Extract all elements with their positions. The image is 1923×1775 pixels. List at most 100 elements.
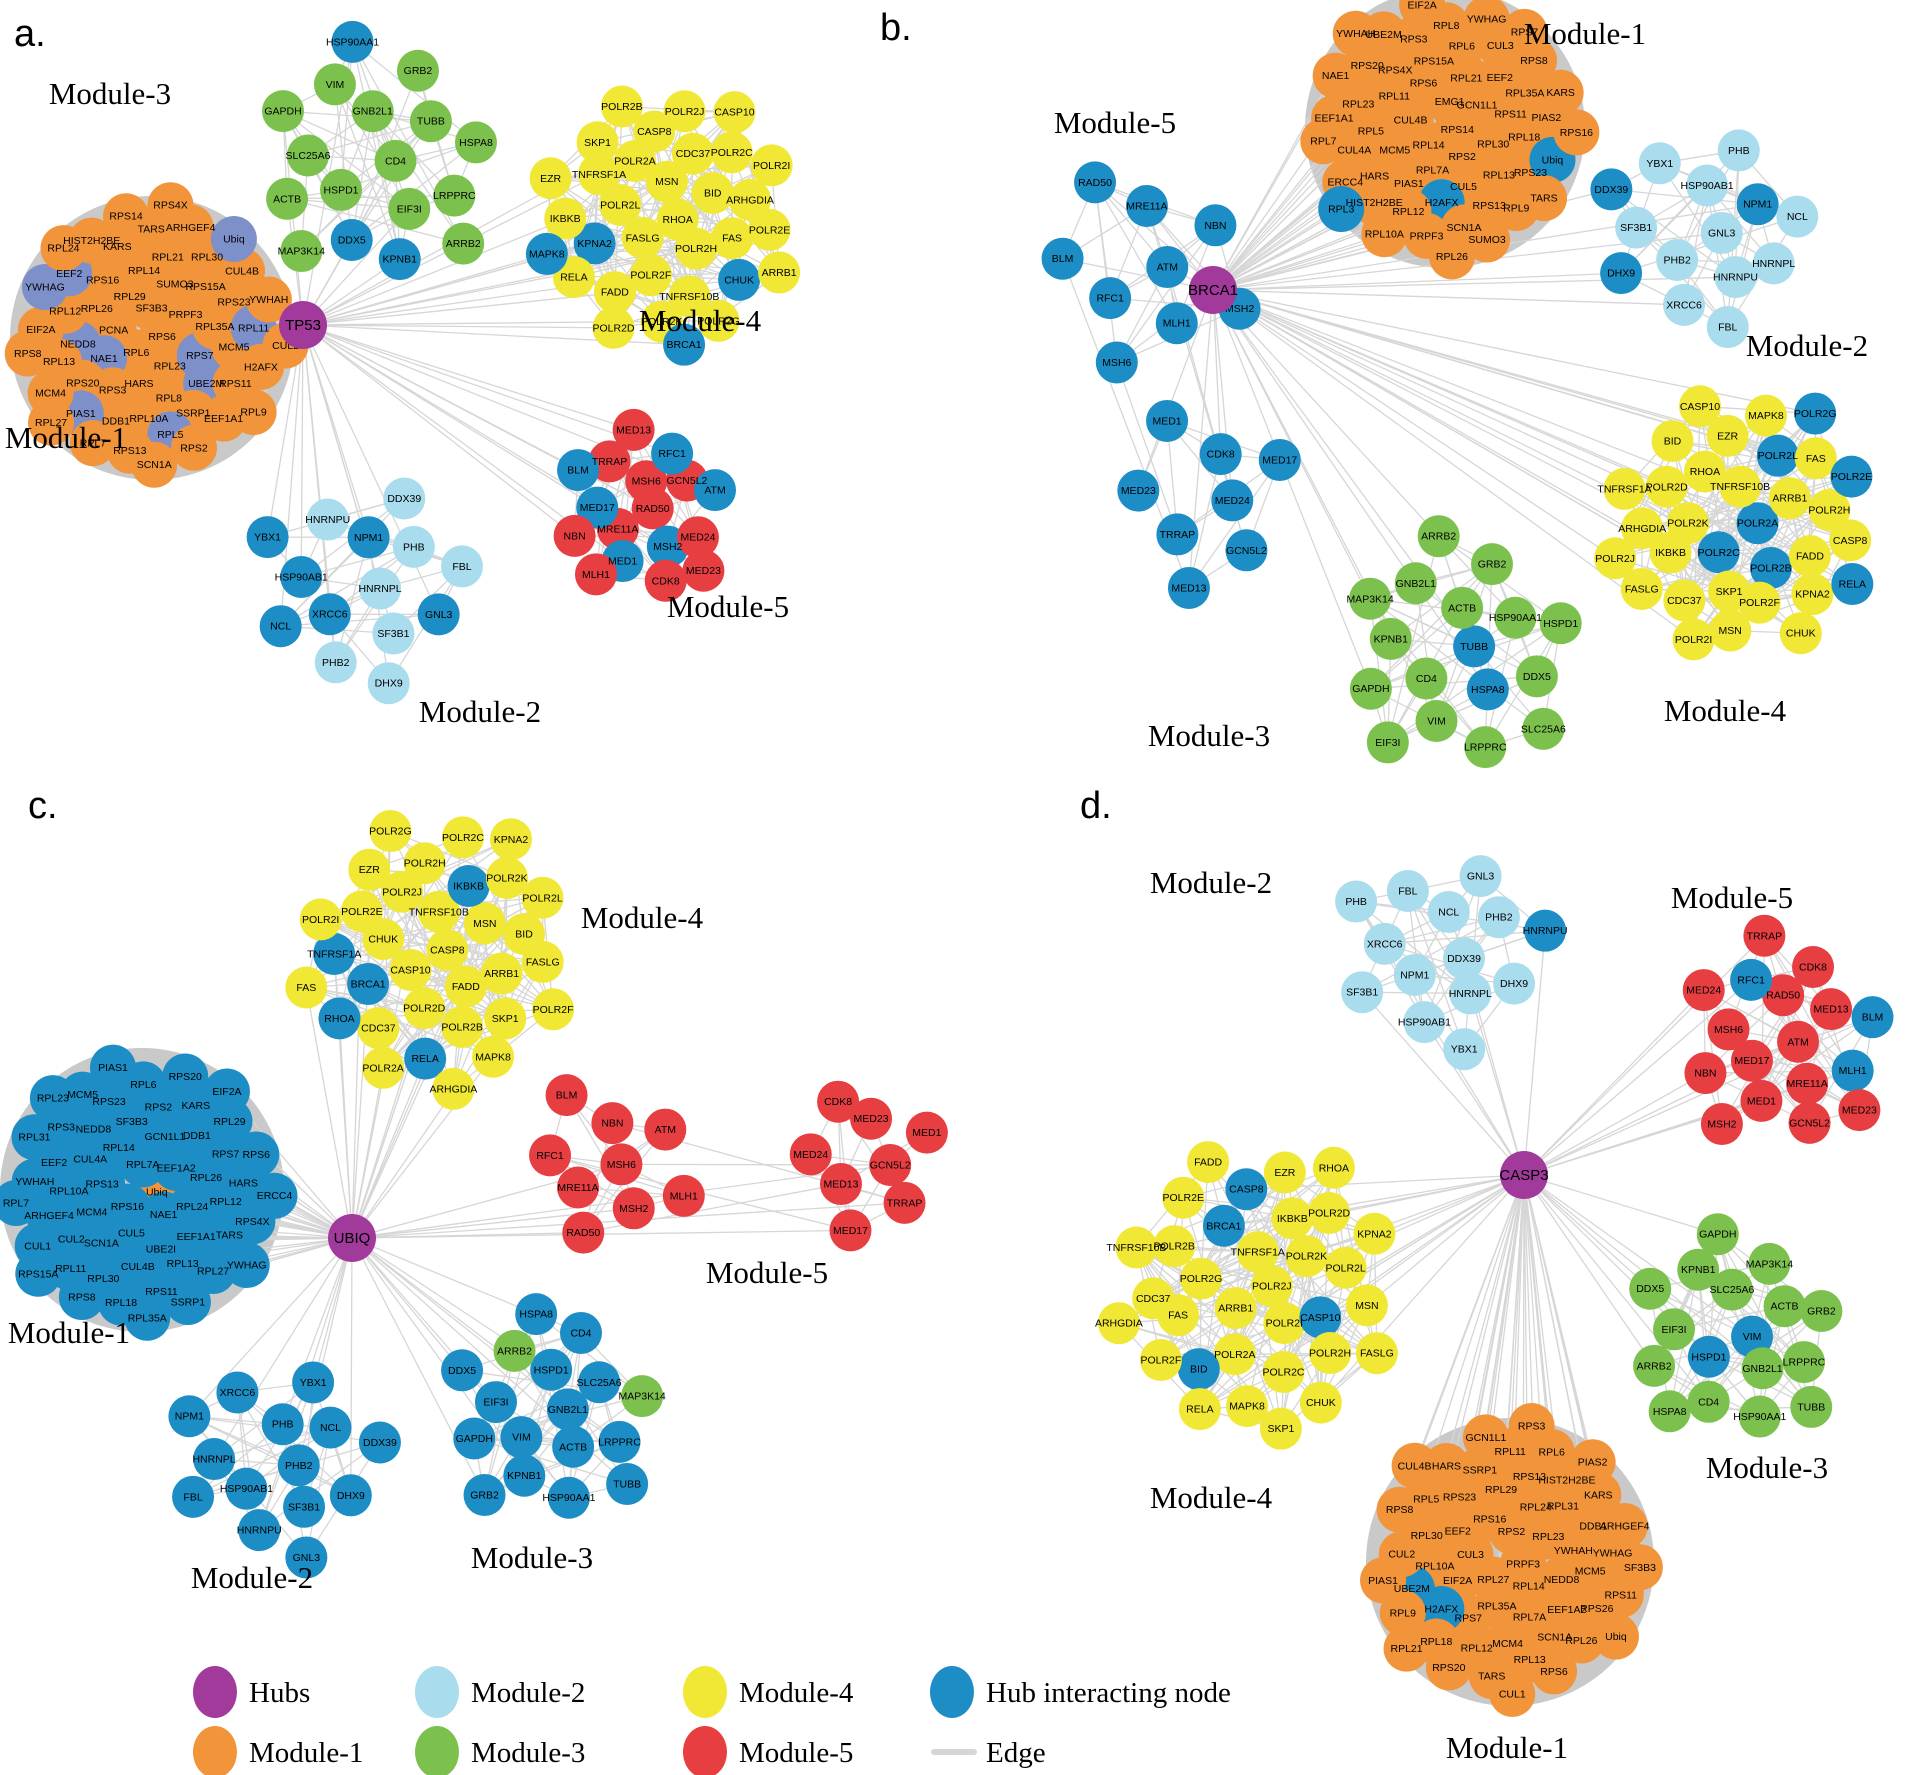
node-label-SSRP1: SSRP1 <box>176 407 211 419</box>
node-label-RPL8: RPL8 <box>1433 20 1459 32</box>
node-GRB2 <box>396 49 439 92</box>
node-KPNB1 <box>378 238 421 281</box>
node-TNFRSF1A <box>1603 467 1646 510</box>
node-XRCC6 <box>1363 922 1406 965</box>
node-MAPK8 <box>1744 394 1787 437</box>
node-label-MSH2: MSH2 <box>1225 303 1254 315</box>
node-label-CUL2: CUL2 <box>58 1233 85 1245</box>
node-label-PHB: PHB <box>272 1419 294 1431</box>
node-label-RPS11: RPS11 <box>145 1286 178 1298</box>
node-DDX5 <box>1629 1267 1672 1310</box>
node-label-RPL26: RPL26 <box>1436 251 1468 263</box>
node-FAS <box>711 217 754 260</box>
module-label-a-Module-2: Module-2 <box>419 694 541 729</box>
node-MAPK8 <box>1226 1385 1269 1428</box>
node-label-EZR: EZR <box>359 864 380 876</box>
node-label-HARS: HARS <box>1432 1461 1461 1473</box>
hub-edge <box>1328 1174 1525 1214</box>
node-label-SSRP1: SSRP1 <box>1463 1464 1498 1476</box>
node-NCL <box>1776 195 1819 238</box>
node-SF3B3 <box>1616 1544 1663 1591</box>
node-label-NBN: NBN <box>1204 220 1226 232</box>
node-HNRNPL <box>1752 242 1795 285</box>
hub-label-TP53: TP53 <box>285 317 321 334</box>
node-label-CUL4B: CUL4B <box>121 1261 155 1273</box>
node-HARS <box>1423 1443 1470 1490</box>
node-SKP1 <box>1259 1407 1302 1450</box>
node-label-PIAS1: PIAS1 <box>98 1062 128 1074</box>
node-ARRB2 <box>1633 1344 1676 1387</box>
node-label-RPS7: RPS7 <box>1455 1613 1483 1625</box>
node-label-RPL29: RPL29 <box>114 291 146 303</box>
node-label-RPS4X: RPS4X <box>235 1216 269 1228</box>
node-label-TNFRSF10B: TNFRSF10B <box>659 291 719 303</box>
node-label-POLR2I: POLR2I <box>1675 634 1712 646</box>
node-POLR2B <box>1153 1225 1196 1268</box>
node-label-RPL30: RPL30 <box>1411 1530 1443 1542</box>
node-label-RPL26: RPL26 <box>190 1172 222 1184</box>
node-label-FADD: FADD <box>1796 550 1824 562</box>
node-DHX9 <box>329 1474 372 1517</box>
node-label-YBX1: YBX1 <box>1646 158 1673 170</box>
node-ARHGDIA <box>1621 507 1664 550</box>
hub-edge <box>351 1237 463 1371</box>
node-POLR2E <box>1162 1176 1205 1219</box>
node-label-RPS6: RPS6 <box>243 1149 271 1161</box>
node-EIF3I <box>388 187 431 230</box>
node-label-CASP8: CASP8 <box>1833 535 1868 547</box>
node-MLH1 <box>662 1174 705 1217</box>
node-TNFRSF10B <box>1719 465 1762 508</box>
node-GCN5L2 <box>869 1144 912 1187</box>
hub-edge <box>1523 979 1752 1176</box>
node-SF3B1 <box>283 1485 326 1528</box>
node-label-GCN1L1: GCN1L1 <box>144 1131 185 1143</box>
node-CASP8 <box>426 928 469 971</box>
hub-edge <box>1523 1174 1719 1235</box>
node-label-TRRAP: TRRAP <box>1747 930 1783 942</box>
node-label-HSPA8: HSPA8 <box>519 1309 553 1321</box>
node-label-RPL14: RPL14 <box>128 265 160 277</box>
node-label-TRRAP: TRRAP <box>592 456 628 468</box>
hub-edge <box>351 1067 384 1239</box>
node-MAP3K14 <box>621 1375 664 1418</box>
node-SF3B1 <box>372 612 415 655</box>
node-label-RPL35A: RPL35A <box>1477 1601 1516 1613</box>
node-label-KARS: KARS <box>1584 1489 1613 1501</box>
node-label-POLR2J: POLR2J <box>1595 553 1635 565</box>
node-label-MED24: MED24 <box>1686 985 1721 997</box>
node-NCL <box>309 1406 352 1449</box>
node-RELA <box>404 1037 447 1080</box>
node-label-MED23: MED23 <box>1121 485 1156 497</box>
node-label-NEDD8: NEDD8 <box>60 338 96 350</box>
node-MSH6 <box>1095 341 1138 384</box>
node-label-YWHAH: YWHAH <box>1336 28 1375 40</box>
node-label-FBL: FBL <box>452 561 471 573</box>
node-label-YWHAH: YWHAH <box>1554 1545 1593 1557</box>
node-POLR2H <box>675 227 718 270</box>
node-MAPK8 <box>525 232 568 275</box>
node-label-POLR2C: POLR2C <box>1698 547 1740 559</box>
edge <box>473 1437 621 1443</box>
node-label-EEF1A1: EEF1A1 <box>1314 112 1353 124</box>
node-label-ATM: ATM <box>655 1124 676 1136</box>
node-label-MAP3K14: MAP3K14 <box>1746 1258 1793 1270</box>
node-RHOA <box>1312 1146 1355 1189</box>
node-label-PIAS1: PIAS1 <box>66 408 96 420</box>
node-label-DDX5: DDX5 <box>448 1365 476 1377</box>
node-LRPPRC <box>1464 726 1507 769</box>
legend-swatch-hubs <box>193 1666 237 1718</box>
hub-edge <box>1212 289 1695 641</box>
node-FBL <box>440 545 483 588</box>
node-label-LRPPRC: LRPPRC <box>598 1436 641 1448</box>
node-label-RHOA: RHOA <box>1319 1162 1349 1174</box>
node-TRRAP <box>588 440 631 483</box>
node-label-HSP90AA1: HSP90AA1 <box>326 36 379 48</box>
node-label-RPL30: RPL30 <box>1477 139 1509 151</box>
module-label-a-Module-3: Module-3 <box>49 76 171 111</box>
node-label-MSN: MSN <box>655 176 678 188</box>
node-label-DHX9: DHX9 <box>1500 978 1528 990</box>
node-label-DDX5: DDX5 <box>338 235 366 247</box>
node-label-GAPDH: GAPDH <box>1699 1229 1736 1241</box>
node-label-ARHGDIA: ARHGDIA <box>726 194 774 206</box>
